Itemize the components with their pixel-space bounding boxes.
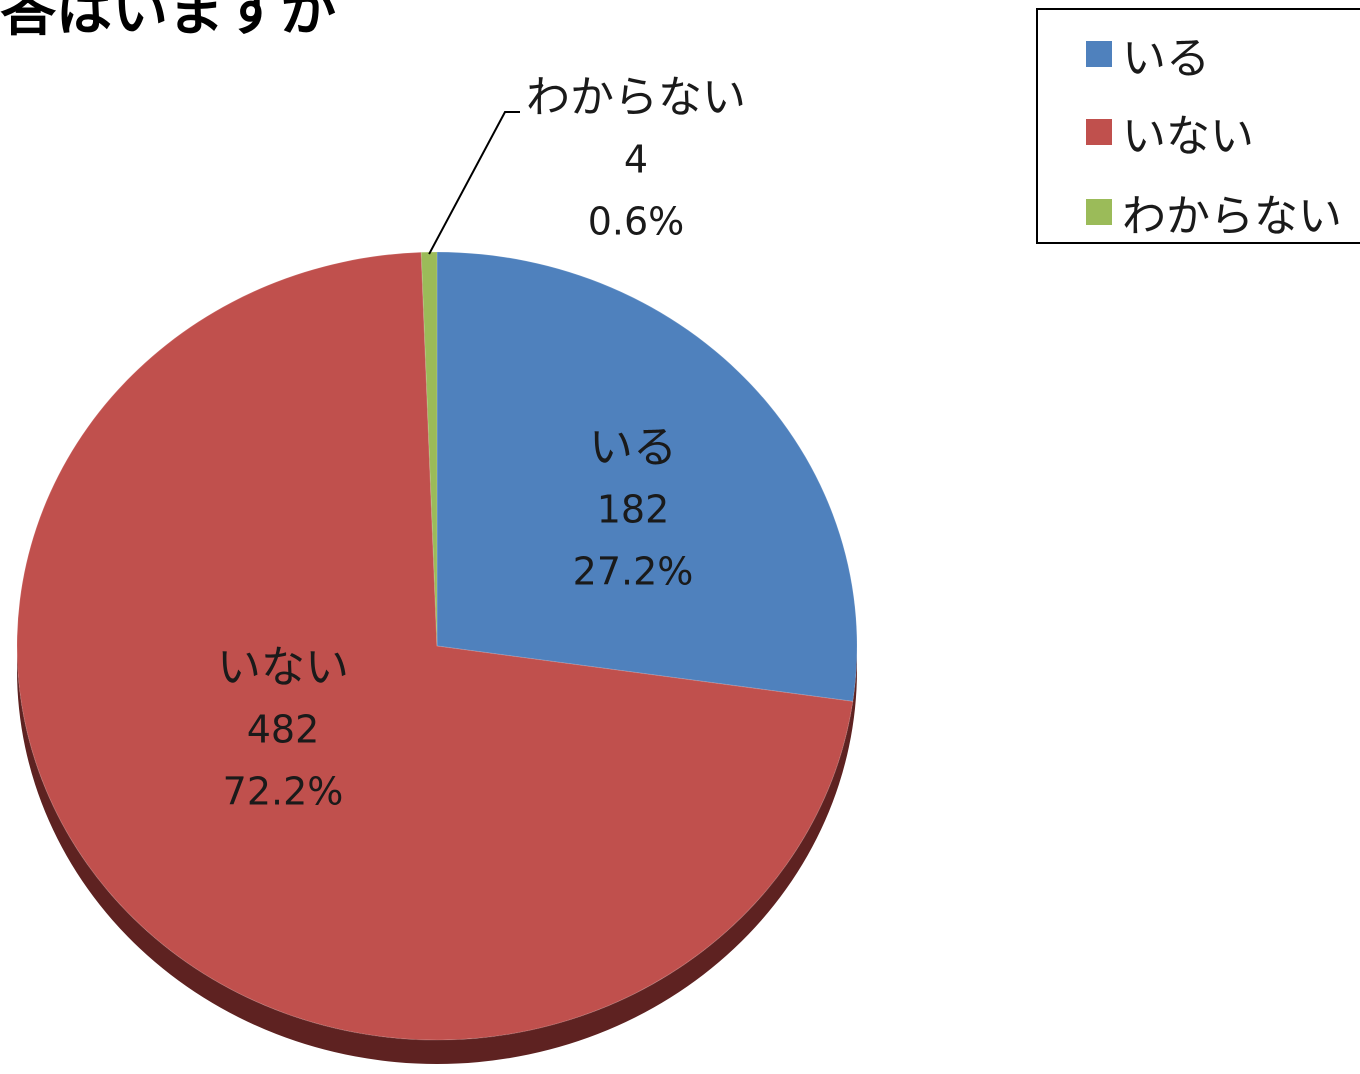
pie-slice-inai — [16, 251, 854, 1041]
leader-line-wakaranai — [428, 111, 520, 255]
legend-swatch-inai — [1086, 119, 1112, 145]
legend-label-iru: いる — [1122, 33, 1210, 84]
pie-slices — [16, 251, 858, 1041]
pie-leader-lines — [428, 111, 520, 255]
legend-item-wakaranai: わからない — [1086, 182, 1342, 242]
legend-label-inai: いない — [1122, 111, 1254, 162]
legend-item-inai: いない — [1086, 102, 1254, 162]
pie-data-labels: いる 182 27.2% いない 482 72.2% わからない 4 0.6% — [217, 72, 746, 814]
legend-swatch-iru — [1086, 41, 1112, 67]
data-label-inai-name: いない — [217, 642, 349, 693]
data-label-iru-name: いる — [589, 422, 677, 473]
chart-legend: いる いない わからない — [1036, 8, 1360, 244]
data-label-wakaranai-value: 4 — [624, 138, 648, 182]
legend-swatch-wakaranai — [1086, 199, 1112, 225]
legend-label-wakaranai: わからない — [1122, 191, 1342, 242]
pie-slice-iru — [436, 251, 858, 702]
data-label-iru-value: 182 — [597, 488, 670, 532]
data-label-inai-percent: 72.2% — [223, 770, 344, 814]
data-label-wakaranai-name: わからない — [526, 72, 746, 123]
data-label-inai-value: 482 — [247, 708, 320, 752]
legend-item-iru: いる — [1086, 24, 1210, 84]
data-label-iru-percent: 27.2% — [573, 550, 694, 594]
data-label-wakaranai-percent: 0.6% — [588, 200, 685, 244]
chart-title: 答はいますか — [0, 0, 336, 44]
